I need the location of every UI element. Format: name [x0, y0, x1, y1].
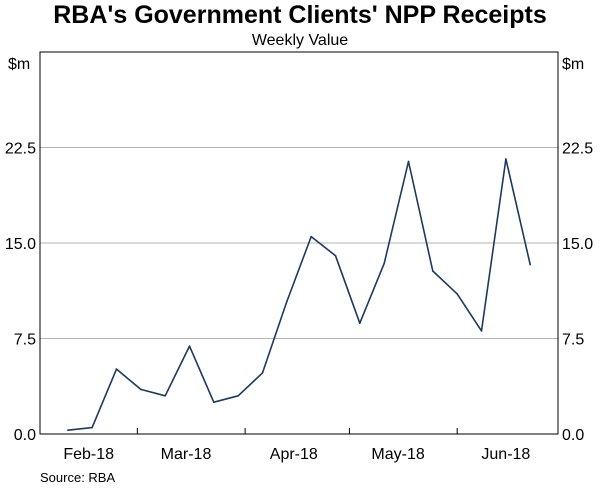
y-tick-label: 15.0 [562, 236, 593, 253]
y-tick-labels-left: 0.0 7.5 15.0 22.5 [5, 141, 36, 445]
x-tick-labels: Feb-18 Mar-18 Apr-18 May-18 Jun-18 [63, 446, 530, 463]
y-tick-label: 0.0 [14, 427, 36, 444]
gridlines [40, 147, 558, 339]
x-tick-label: Mar-18 [161, 446, 212, 463]
y-tick-label: 22.5 [5, 141, 36, 158]
data-point [115, 368, 118, 370]
y-axis-unit-left: $m [8, 56, 30, 73]
data-point [164, 395, 166, 397]
data-point [140, 388, 142, 391]
x-tick-label: May-18 [371, 446, 424, 463]
y-tick-label: 7.5 [14, 332, 36, 349]
data-point [188, 345, 191, 347]
data-point [67, 429, 69, 431]
x-tick-marks [39, 428, 559, 434]
source-note: Source: RBA [40, 470, 115, 485]
data-point [529, 263, 531, 266]
data-point [480, 330, 483, 332]
x-tick-label: Jun-18 [481, 446, 530, 463]
chart-title: RBA's Government Clients' NPP Receipts [53, 1, 547, 29]
x-tick-label: Feb-18 [63, 446, 114, 463]
y-axis-unit-right: $m [562, 56, 584, 73]
y-tick-label: 7.5 [562, 332, 584, 349]
data-point [334, 254, 337, 257]
y-tick-label: 22.5 [562, 141, 593, 158]
data-point [359, 322, 361, 325]
data-point [383, 262, 385, 265]
plot-frame [39, 51, 559, 435]
data-point [432, 270, 434, 272]
data-point [407, 160, 410, 163]
y-tick-label: 0.0 [562, 427, 584, 444]
data-point [261, 372, 264, 374]
y-tick-labels-right: 0.0 7.5 15.0 22.5 [562, 141, 593, 445]
data-point [286, 300, 288, 303]
series-line [67, 158, 531, 431]
data-point [456, 293, 458, 295]
data-point [91, 426, 93, 429]
chart-subtitle: Weekly Value [252, 32, 348, 49]
data-point [213, 401, 215, 403]
data-points [67, 158, 531, 431]
data-point [505, 158, 507, 160]
data-point [310, 235, 312, 238]
x-tick-label: Apr-18 [270, 446, 318, 463]
data-point [237, 395, 239, 397]
y-tick-label: 15.0 [5, 236, 36, 253]
